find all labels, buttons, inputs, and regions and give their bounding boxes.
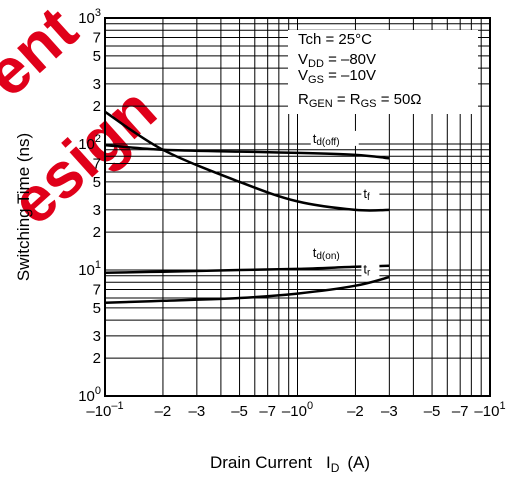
y-tick-label: 2 <box>93 224 101 241</box>
x-tick-label: –2 <box>347 403 364 420</box>
tf-curve <box>104 110 390 212</box>
y-tick-label: 7 <box>93 30 101 47</box>
x-tick-label: –3 <box>381 403 398 420</box>
y-axis-label: Switching Time (ns) <box>14 133 33 281</box>
condition-vdd: VDD = –80V <box>298 51 376 70</box>
y-tick-label: 5 <box>93 174 101 191</box>
curves <box>104 110 390 304</box>
td-on-curve <box>104 264 390 275</box>
curve-labels: td(off) tf td(on) tr <box>310 130 380 279</box>
y-tick-label: 103 <box>78 7 101 27</box>
curve-label-background <box>361 185 380 201</box>
y-tick-label: 3 <box>93 328 101 345</box>
td-on-label: td(on) <box>313 245 340 262</box>
y-tick-label: 102 <box>78 133 101 153</box>
x-tick-labels: –10–1 –2 –3 –5 –7 –100 –2 –3 –5 –7 –101 <box>86 400 505 420</box>
plot-frame <box>104 17 491 397</box>
td-off-curve <box>104 143 390 160</box>
x-tick-label: –3 <box>189 403 206 420</box>
condition-tch: Tch = 25°C <box>298 31 372 48</box>
tr-curve <box>104 275 390 304</box>
curve-label-background <box>361 261 380 277</box>
tf-label: tf <box>363 186 370 203</box>
y-tick-label: 5 <box>93 48 101 65</box>
x-tick-label: –7 <box>452 403 469 420</box>
tr-label: tr <box>363 262 371 279</box>
x-tick-label: –100 <box>282 400 313 420</box>
y-tick-label: 101 <box>78 259 101 279</box>
x-tick-label: –5 <box>424 403 441 420</box>
x-tick-label: –5 <box>231 403 248 420</box>
y-tick-label: 5 <box>93 300 101 317</box>
y-tick-label: 7 <box>93 156 101 173</box>
watermark-line-1: ent <box>0 0 91 110</box>
x-tick-label: –2 <box>155 403 172 420</box>
x-tick-label: –10–1 <box>86 400 123 420</box>
condition-vgs: VGS = –10V <box>298 67 376 86</box>
conditions-box: Tch = 25°C VDD = –80V VGS = –10V RGEN = … <box>288 30 478 114</box>
y-tick-label: 3 <box>93 202 101 219</box>
y-tick-label: 2 <box>93 98 101 115</box>
y-tick-label: 3 <box>93 76 101 93</box>
y-tick-label: 2 <box>93 350 101 367</box>
curve-label-background <box>310 130 359 146</box>
y-tick-label: 100 <box>78 385 101 405</box>
conditions-background <box>288 30 478 114</box>
x-tick-label: –7 <box>259 403 276 420</box>
x-tick-label: –101 <box>474 400 505 420</box>
condition-rgen: RGEN = RGS = 50Ω <box>298 91 422 110</box>
curve-label-background <box>310 244 353 260</box>
y-tick-label: 7 <box>93 282 101 299</box>
x-axis-label: Drain Current ID (A) <box>210 453 370 475</box>
td-off-label: td(off) <box>313 131 340 148</box>
